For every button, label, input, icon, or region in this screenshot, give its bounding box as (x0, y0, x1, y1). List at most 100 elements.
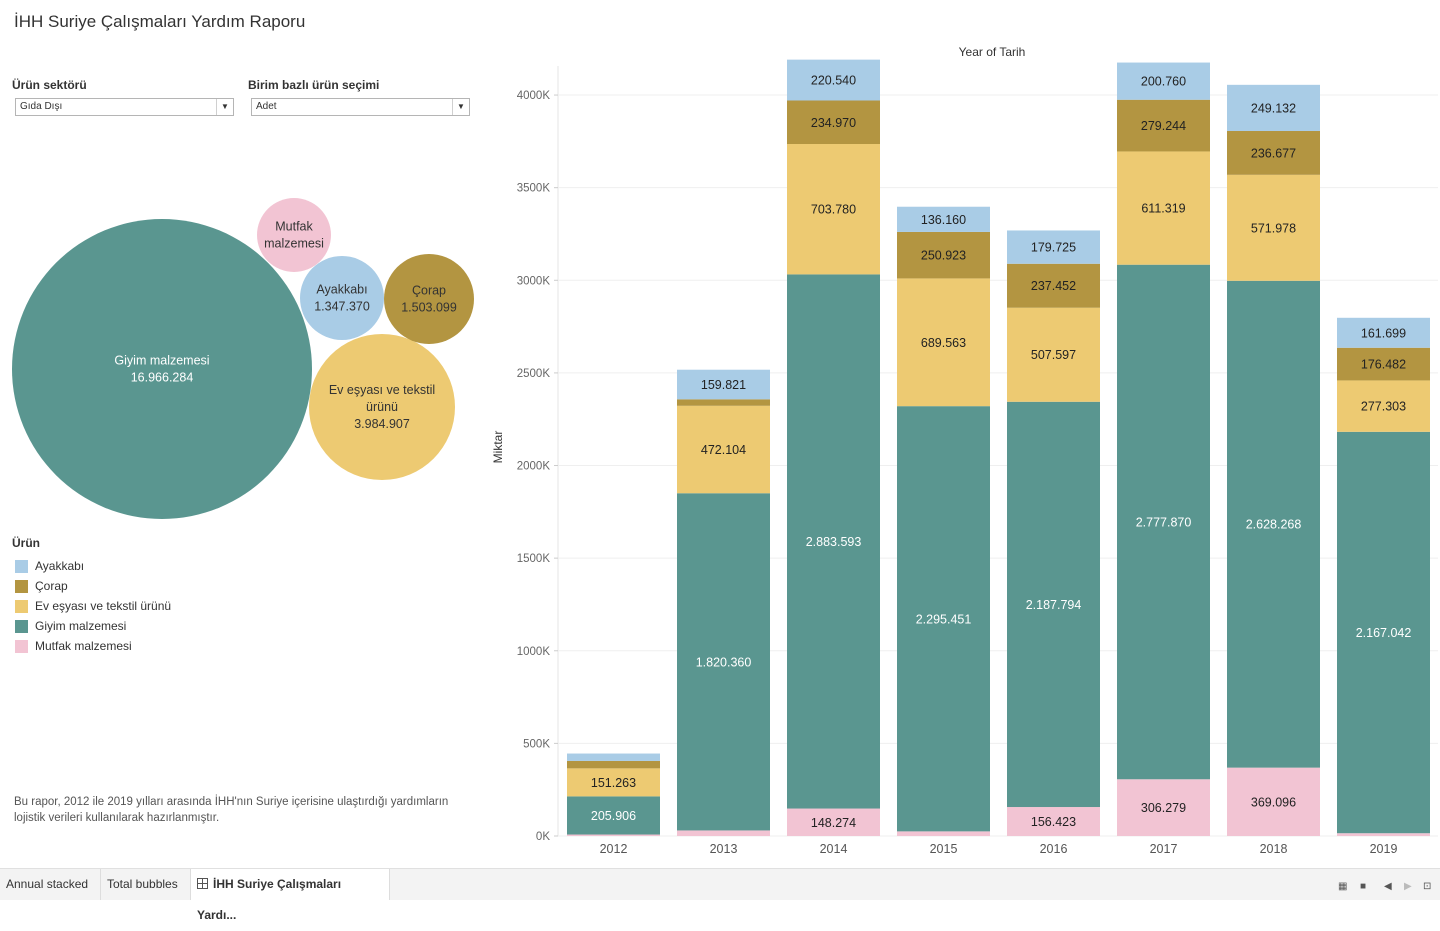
bar-segment-giyim-malzemesi-2014[interactable] (787, 274, 880, 809)
single-view-icon[interactable]: ■ (1360, 881, 1367, 892)
legend-item[interactable]: Ayakkabı (12, 556, 171, 576)
legend-item[interactable]: Mutfak malzemesi (12, 636, 171, 656)
next-sheet-icon[interactable]: ▶ (1404, 881, 1412, 892)
bar-segment-corap-2018[interactable] (1227, 130, 1320, 175)
bubble-label: Ayakkabı 1.347.370 (314, 283, 370, 314)
x-tick-label: 2012 (600, 842, 628, 856)
legend-label: Giyim malzemesi (35, 619, 127, 633)
bar-segment-mutfak-malzemesi-2014[interactable] (787, 808, 880, 836)
x-tick-label: 2013 (710, 842, 738, 856)
bar-segment-giyim-malzemesi-2015[interactable] (897, 406, 990, 832)
bar-segment-ayakkab-2014[interactable] (787, 59, 880, 101)
bar-segment-mutfak-malzemesi-2017[interactable] (1117, 779, 1210, 836)
tab-annual-stacked[interactable]: Annual stacked (0, 869, 101, 900)
bar-segment-corap-2019[interactable] (1337, 347, 1430, 381)
data-label: 249.132 (1251, 101, 1296, 115)
bar-segment-corap-2013[interactable] (677, 399, 770, 406)
bar-segment-ev-esyas-ve-tekstil-urunu-2018[interactable] (1227, 174, 1320, 281)
bar-segment-mutfak-malzemesi-2016[interactable] (1007, 807, 1100, 836)
chevron-down-icon[interactable]: ▼ (452, 99, 469, 115)
legend-label: Ayakkabı (35, 559, 85, 573)
bar-segment-giyim-malzemesi-2017[interactable] (1117, 264, 1210, 780)
bar-segment-ev-esyas-ve-tekstil-urunu-2019[interactable] (1337, 380, 1430, 432)
y-axis-label: Miktar (491, 431, 505, 464)
bar-segment-ev-esyas-ve-tekstil-urunu-2014[interactable] (787, 144, 880, 275)
legend-item[interactable]: Çorap (12, 576, 171, 596)
bubble-mutfak-malzemesi[interactable] (257, 198, 331, 272)
bubble-ayakkab[interactable] (300, 256, 384, 340)
legend: Ürün Ayakkabı Çorap Ev eşyası ve tekstil ü… (12, 536, 171, 656)
data-label: 156.423 (1031, 815, 1076, 829)
prev-sheet-icon[interactable]: ◀ (1384, 881, 1392, 892)
bubble-giyim-malzemesi[interactable] (12, 219, 312, 519)
dropdown-value: Gıda Dışı (20, 101, 63, 112)
bar-segment-ayakkab-2018[interactable] (1227, 84, 1320, 131)
bubble-ev-esyas-ve-tekstil-urunu[interactable] (309, 334, 455, 480)
bar-segment-ayakkab-2012[interactable] (567, 753, 660, 761)
bar-segment-ayakkab-2017[interactable] (1117, 62, 1210, 100)
grid-view-icon[interactable]: ▦ (1338, 881, 1348, 892)
data-label: 234.970 (811, 116, 856, 130)
bubble-corap[interactable] (384, 254, 474, 344)
bubble-label-line: 1.503.099 (401, 301, 457, 315)
tab-active-report[interactable]: İHH Suriye Çalışmaları Yardı... (191, 869, 390, 922)
data-label: 369.096 (1251, 795, 1296, 809)
bar-segment-ayakkab-2019[interactable] (1337, 317, 1430, 348)
bar-segment-ev-esyas-ve-tekstil-urunu-2012[interactable] (567, 768, 660, 797)
dropdown-value: Adet (256, 101, 277, 112)
bar-segment-mutfak-malzemesi-2018[interactable] (1227, 767, 1320, 836)
tab-total-bubbles[interactable]: Total bubbles (101, 869, 191, 900)
legend-swatch (15, 559, 28, 573)
unit-selection-dropdown[interactable]: Adet ▼ (251, 98, 470, 116)
bar-segment-ayakkab-2015[interactable] (897, 206, 990, 232)
bar-segment-giyim-malzemesi-2019[interactable] (1337, 431, 1430, 834)
y-tick-label: 500K (523, 738, 550, 750)
bar-segment-ayakkab-2013[interactable] (677, 369, 770, 400)
bar-segment-mutfak-malzemesi-2015[interactable] (897, 831, 990, 836)
bubble-label-line: 1.347.370 (314, 300, 370, 314)
legend-item[interactable]: Giyim malzemesi (12, 616, 171, 636)
bar-segment-corap-2014[interactable] (787, 100, 880, 145)
bar-segment-mutfak-malzemesi-2019[interactable] (1337, 833, 1430, 836)
bar-segment-ev-esyas-ve-tekstil-urunu-2017[interactable] (1117, 151, 1210, 265)
bubble-label-line: Giyim malzemesi (114, 354, 209, 368)
data-label: 179.725 (1031, 241, 1076, 255)
bar-segment-ev-esyas-ve-tekstil-urunu-2013[interactable] (677, 405, 770, 494)
data-label: 1.820.360 (696, 655, 752, 669)
data-label: 176.482 (1361, 358, 1406, 372)
data-label: 703.780 (811, 203, 856, 217)
bar-segment-ev-esyas-ve-tekstil-urunu-2015[interactable] (897, 278, 990, 407)
bar-segment-ayakkab-2016[interactable] (1007, 230, 1100, 264)
y-tick-label: 3000K (517, 275, 551, 287)
product-sector-dropdown[interactable]: Gıda Dışı ▼ (15, 98, 234, 116)
bubble-label-line: Ev eşyası ve tekstil (329, 383, 435, 397)
filter-product-sector: Ürün sektörü Gıda Dışı ▼ (12, 78, 234, 116)
data-label: 611.319 (1141, 202, 1185, 216)
bar-segment-mutfak-malzemesi-2013[interactable] (677, 830, 770, 836)
x-tick-label: 2014 (820, 842, 848, 856)
data-label: 151.263 (591, 776, 636, 790)
bubble-label-line: malzemesi (264, 237, 324, 251)
y-tick-label: 3500K (517, 183, 551, 195)
chevron-down-icon[interactable]: ▼ (216, 99, 233, 115)
bar-segment-mutfak-malzemesi-2012[interactable] (567, 834, 660, 836)
bar-segment-giyim-malzemesi-2012[interactable] (567, 796, 660, 835)
present-icon[interactable]: ⊡ (1423, 881, 1432, 892)
y-tick-label: 2500K (517, 368, 551, 380)
bar-segment-corap-2016[interactable] (1007, 263, 1100, 308)
bar-segment-giyim-malzemesi-2018[interactable] (1227, 280, 1320, 768)
report-note: Bu rapor, 2012 ile 2019 yılları arasında… (14, 796, 449, 824)
bar-segment-giyim-malzemesi-2013[interactable] (677, 493, 770, 831)
bubble-label: Çorap 1.503.099 (401, 284, 457, 315)
bar-segment-giyim-malzemesi-2016[interactable] (1007, 401, 1100, 808)
data-label: 2.295.451 (916, 612, 972, 626)
bar-segment-ev-esyas-ve-tekstil-urunu-2016[interactable] (1007, 307, 1100, 402)
bar-segment-corap-2017[interactable] (1117, 99, 1210, 152)
bar-segment-corap-2012[interactable] (567, 760, 660, 769)
bubble-label-line: Mutfak (275, 220, 313, 234)
data-label: 161.699 (1361, 326, 1406, 340)
bubble-chart: Giyim malzemesi 16.966.284 Ev eşyası ve te… (12, 198, 474, 519)
bar-segment-corap-2015[interactable] (897, 231, 990, 279)
data-label: 136.160 (921, 213, 966, 227)
legend-item[interactable]: Ev eşyası ve tekstil ürünü (12, 596, 171, 616)
